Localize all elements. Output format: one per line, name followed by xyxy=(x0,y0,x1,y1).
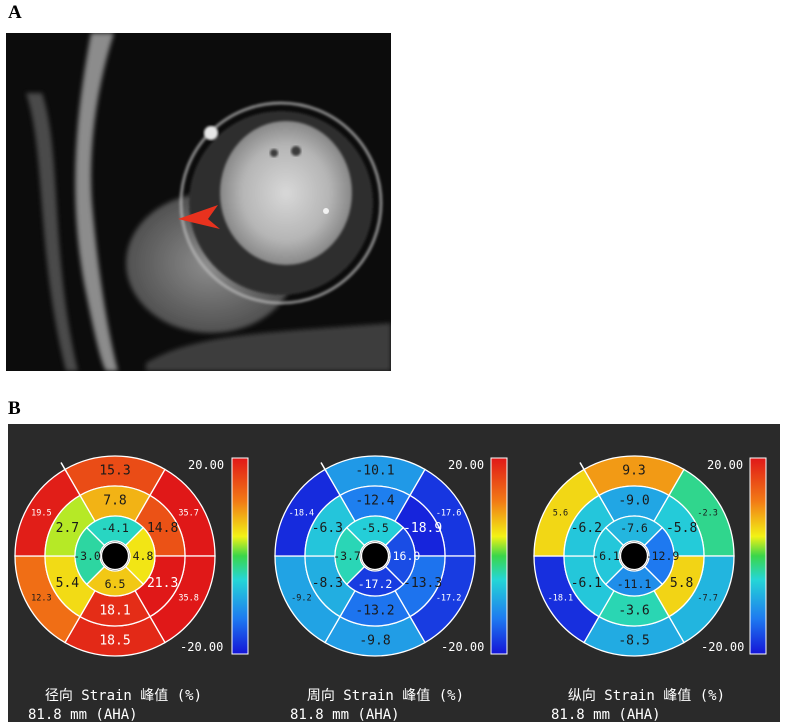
segment-apical-4 xyxy=(593,526,625,586)
chart-2-title: 周向 Strain 峰值 (%) 81.8 mm (AHA) xyxy=(290,688,465,723)
chart-1-title: 径向 Strain 峰值 (%) 81.8 mm (AHA) xyxy=(28,688,203,723)
segment-label-basal-2: -2.3 xyxy=(697,509,717,519)
segment-label-mid-4: 18.1 xyxy=(99,604,130,619)
segment-label-apical-1: -5.5 xyxy=(361,521,389,535)
bullseye-3: 9.3 -2.3 -7.7 -8.5 -18.1 5.6 -9.0 -5.8 5.8 -3.6 -6… xyxy=(533,455,735,657)
segment-label-apical-1: -4.1 xyxy=(101,521,129,535)
segment-label-mid-3: 5.8 xyxy=(670,576,693,591)
panel-a-label: A xyxy=(8,2,22,23)
segment-label-basal-3: -17.2 xyxy=(436,594,462,604)
segment-label-basal-1: 15.3 xyxy=(99,464,130,479)
segment-label-basal-2: -17.6 xyxy=(436,509,462,519)
segment-label-mid-4: -3.6 xyxy=(618,604,649,619)
segment-label-mid-2: -5.8 xyxy=(666,521,697,536)
segment-label-mid-3: 21.3 xyxy=(147,576,178,591)
segment-label-basal-2: 35.7 xyxy=(178,509,198,519)
segment-label-mid-1: 7.8 xyxy=(103,494,126,509)
segment-label-mid-1: -12.4 xyxy=(355,494,394,509)
segment-label-mid-1: -9.0 xyxy=(618,494,649,509)
segment-label-mid-6: -6.3 xyxy=(312,521,343,536)
bullseye-2: -10.1 -17.6 -17.2 -9.8 -9.2 -18.4 -12.4 -18.9 -1… xyxy=(274,455,476,657)
segment-label-apical-2: 4.8 xyxy=(133,549,154,563)
reference-tick xyxy=(579,462,586,472)
mri-image xyxy=(6,33,391,371)
segment-label-apical-1: -7.6 xyxy=(620,521,648,535)
segment-label-apical-3: -17.2 xyxy=(358,577,393,591)
segment-label-basal-4: -8.5 xyxy=(618,634,649,649)
segment-label-basal-6: -18.4 xyxy=(289,509,315,519)
segment-label-basal-4: -9.8 xyxy=(359,634,390,649)
chart-3-title: 纵向 Strain 峰值 (%) 81.8 mm (AHA) xyxy=(551,688,726,723)
segment-label-apical-3: 6.5 xyxy=(105,577,126,591)
reference-tick xyxy=(60,462,67,472)
segment-apical-4 xyxy=(74,526,106,586)
segment-label-basal-3: 35.8 xyxy=(178,594,198,604)
segment-apical-4 xyxy=(334,526,366,586)
segment-label-mid-2: 14.8 xyxy=(147,521,178,536)
segment-label-apical-4: -3.7 xyxy=(333,549,361,563)
scale-max-label-1: 20.00 xyxy=(188,458,225,472)
color-scale-bar-2 xyxy=(490,457,508,655)
segment-label-basal-1: -10.1 xyxy=(355,464,394,479)
segment-label-apical-2: -12.9 xyxy=(645,549,680,563)
scale-max-label-2: 20.00 xyxy=(448,458,485,472)
scale-max-label-3: 20.00 xyxy=(707,458,744,472)
segment-label-mid-6: -6.2 xyxy=(571,521,602,536)
color-scale-bar-3 xyxy=(749,457,767,655)
segment-label-mid-2: -18.9 xyxy=(403,521,442,536)
segment-label-mid-4: -13.2 xyxy=(355,604,394,619)
panel-b-label: B xyxy=(8,398,21,419)
color-scale-bar-1 xyxy=(231,457,249,655)
segment-label-mid-3: -13.3 xyxy=(403,576,442,591)
reference-tick xyxy=(320,462,327,472)
segment-label-mid-5: -8.3 xyxy=(312,576,343,591)
segment-label-basal-6: 19.5 xyxy=(31,509,51,519)
segment-label-mid-5: -6.1 xyxy=(571,576,602,591)
segment-label-apical-3: -11.1 xyxy=(617,577,652,591)
scale-min-label-3: -20.00 xyxy=(701,640,745,654)
segment-label-mid-6: 2.7 xyxy=(56,521,79,536)
scale-min-label-1: -20.00 xyxy=(180,640,224,654)
bullseye-1: 15.3 35.7 35.8 18.5 12.3 19.5 7.8 14.8 21.3 18.1 5… xyxy=(14,455,216,657)
segment-label-apical-4: -6.1 xyxy=(592,549,620,563)
segment-label-basal-5: -9.2 xyxy=(291,594,311,604)
segment-label-basal-1: 9.3 xyxy=(622,464,645,479)
segment-label-apical-4: -3.0 xyxy=(73,549,101,563)
segment-label-basal-3: -7.7 xyxy=(697,594,717,604)
bullseye-center xyxy=(360,541,390,571)
segment-label-apical-2: -16.0 xyxy=(386,549,421,563)
bullseye-center xyxy=(100,541,130,571)
segment-label-basal-6: 5.6 xyxy=(553,509,568,519)
segment-label-basal-5: -18.1 xyxy=(548,594,574,604)
segment-label-mid-5: 5.4 xyxy=(56,576,80,591)
bullseye-center xyxy=(619,541,649,571)
segment-label-basal-5: 12.3 xyxy=(31,594,51,604)
scale-min-label-2: -20.00 xyxy=(441,640,485,654)
arrow-icon xyxy=(178,205,220,229)
segment-label-basal-4: 18.5 xyxy=(99,634,130,649)
